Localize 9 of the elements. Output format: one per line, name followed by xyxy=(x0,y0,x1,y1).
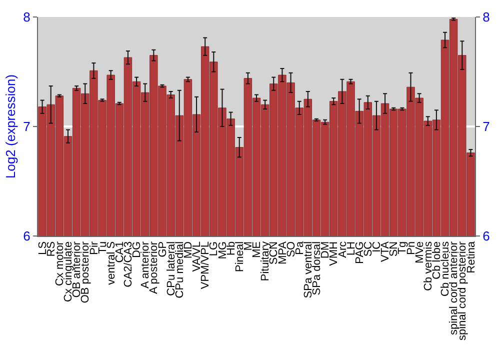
y-axis-title: Log2 (expression) xyxy=(3,74,18,179)
y2-tick-label: 6 xyxy=(482,228,490,244)
y-tick-label: 7 xyxy=(23,119,30,134)
y2-tick-label: 7 xyxy=(482,119,490,134)
y-tick-label: 8 xyxy=(23,10,30,25)
x-tick-label: Tg xyxy=(396,241,409,254)
y2-tick-label: 8 xyxy=(482,10,490,25)
y-tick-label: 6 xyxy=(23,228,30,244)
x-tick-label: Retina xyxy=(465,240,478,274)
